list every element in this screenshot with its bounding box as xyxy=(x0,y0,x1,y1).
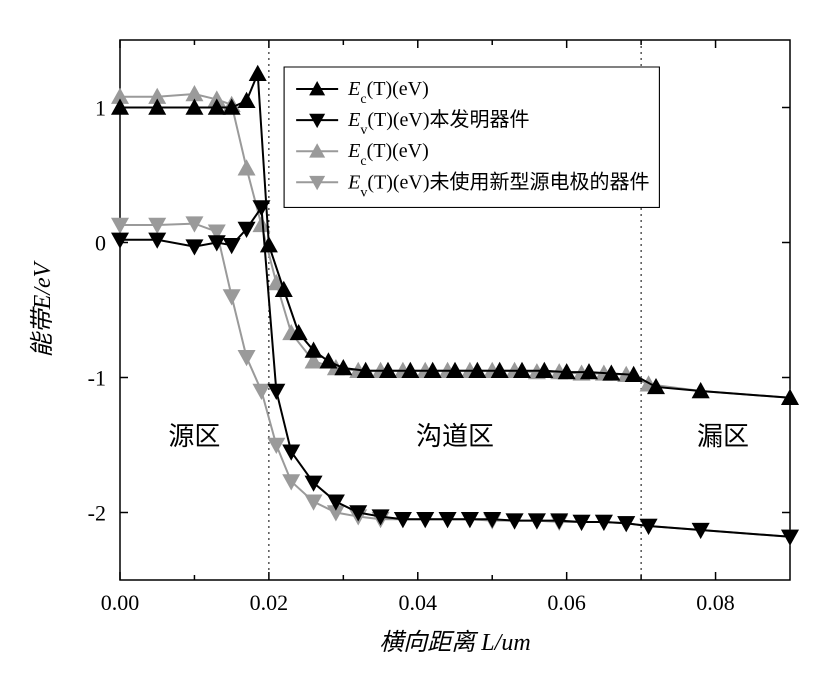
y-tick-label: -2 xyxy=(88,501,106,526)
x-tick-label: 0.00 xyxy=(101,590,140,615)
y-tick-label: 1 xyxy=(95,96,106,121)
chart-svg: 0.00 0.02 0.04 0.06 0.08 -2 -1 0 1 源区 沟道区 漏区横向距离 L/… xyxy=(0,0,836,699)
y-tick-label: -1 xyxy=(88,366,106,391)
region-label: 漏区 xyxy=(697,422,749,451)
y-tick-label: 0 xyxy=(95,231,106,256)
region-label: 源区 xyxy=(168,422,220,451)
x-axis-label: 横向距离 L/um xyxy=(379,629,530,656)
chart-container: 0.00 0.02 0.04 0.06 0.08 -2 -1 0 1 源区 沟道区 漏区横向距离 L/… xyxy=(0,0,836,699)
series-ev_gray xyxy=(111,216,799,545)
x-tick-label: 0.02 xyxy=(250,590,289,615)
region-label: 沟道区 xyxy=(416,422,494,451)
legend: Ec(T)(eV)Ev(T)(eV)本发明器件Ec(T)(eV)Ev(T)(eV… xyxy=(284,67,659,207)
x-tick-label: 0.06 xyxy=(547,590,586,615)
x-tick-label: 0.08 xyxy=(696,590,735,615)
y-axis-label: 能带E/eV xyxy=(29,260,56,357)
x-tick-label: 0.04 xyxy=(399,590,438,615)
